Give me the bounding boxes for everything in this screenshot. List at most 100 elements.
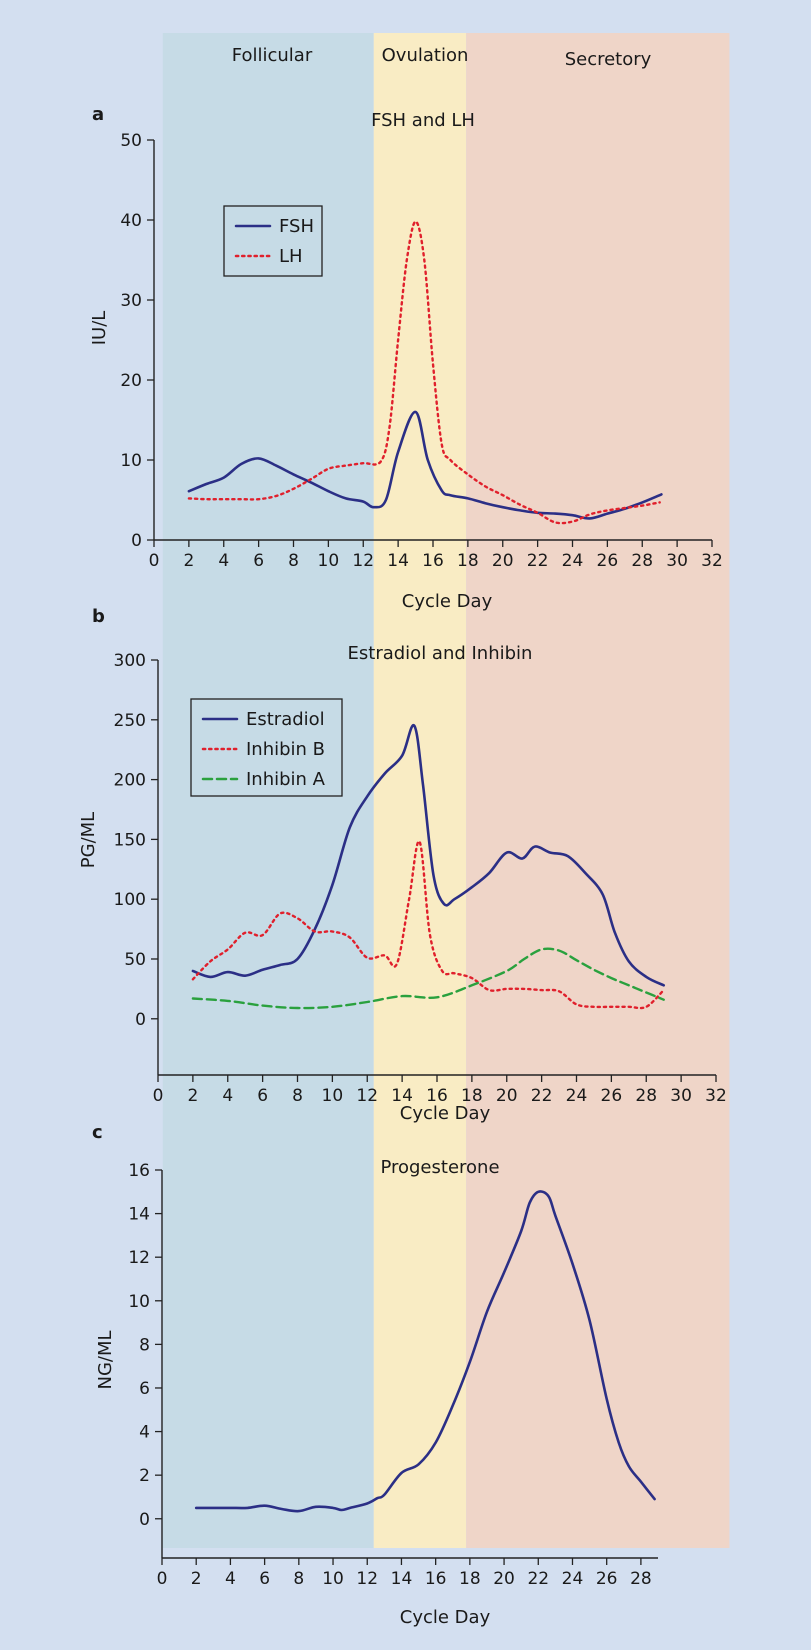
y-tick-label-a: 0: [131, 531, 142, 551]
x-tick-label-a: 20: [492, 551, 514, 571]
legend-box-a: [223, 205, 323, 277]
x-tick-label-c: 22: [527, 1569, 549, 1589]
y-tick-label-b: 300: [114, 651, 146, 671]
chart-title-c: Progesterone: [380, 1157, 499, 1178]
y-tick-label-a: 40: [120, 211, 142, 231]
y-tick-label-c: 6: [139, 1379, 150, 1399]
y-tick-label-b: 250: [114, 711, 146, 731]
legend-b: Estradiol Inhibin B Inhibin A: [190, 698, 343, 797]
legend-a: FSH LH: [223, 205, 323, 277]
x-tick-label-b: 12: [356, 1086, 378, 1106]
y-tick-label-b: 0: [135, 1010, 146, 1030]
x-tick-label-a: 12: [352, 551, 374, 571]
x-tick-label-c: 0: [157, 1569, 168, 1589]
x-axis-label-a: Cycle Day: [402, 591, 493, 612]
x-tick-label-b: 24: [566, 1086, 588, 1106]
x-tick-label-c: 28: [630, 1569, 652, 1589]
x-tick-label-c: 6: [259, 1569, 270, 1589]
legend-label-fsh: FSH: [279, 216, 314, 237]
x-tick-label-a: 32: [701, 551, 723, 571]
x-axis-label-b: Cycle Day: [400, 1103, 491, 1124]
x-tick-label-b: 14: [391, 1086, 413, 1106]
legend-label-estradiol: Estradiol: [246, 709, 325, 730]
x-tick-label-c: 20: [493, 1569, 515, 1589]
x-tick-label-b: 6: [257, 1086, 268, 1106]
y-tick-label-c: 8: [139, 1335, 150, 1355]
x-tick-label-c: 10: [322, 1569, 344, 1589]
phase-label-follicular: Follicular: [232, 45, 313, 66]
x-tick-label-a: 28: [631, 551, 653, 571]
x-tick-label-c: 12: [356, 1569, 378, 1589]
y-tick-label-b: 50: [124, 950, 146, 970]
panel-c: c Progesterone NG/ML Cycle Day 024681012…: [92, 1122, 658, 1628]
y-tick-label-b: 150: [114, 830, 146, 850]
x-tick-label-c: 24: [562, 1569, 584, 1589]
phase-band-ovulation: [373, 33, 467, 1548]
y-tick-label-c: 4: [139, 1423, 150, 1443]
x-tick-label-b: 18: [461, 1086, 483, 1106]
x-tick-label-a: 8: [288, 551, 299, 571]
x-tick-label-a: 0: [149, 551, 160, 571]
x-tick-label-c: 14: [391, 1569, 413, 1589]
x-tick-label-a: 30: [666, 551, 688, 571]
lines-c: [194, 1190, 656, 1513]
phase-band-follicular: [162, 33, 374, 1548]
series-line-inhibin-a-b: [191, 947, 665, 1010]
y-tick-label-a: 20: [120, 371, 142, 391]
phase-label-ovulation: Ovulation: [382, 45, 469, 66]
series-line-estradiol-b: [191, 724, 665, 987]
panel-letter-a: a: [92, 104, 104, 125]
y-tick-label-b: 100: [114, 890, 146, 910]
x-tick-label-a: 16: [422, 551, 444, 571]
legend-label-inhibin-a: Inhibin A: [246, 769, 326, 790]
y-tick-label-c: 2: [139, 1466, 150, 1486]
x-tick-label-a: 14: [387, 551, 409, 571]
x-tick-label-c: 8: [293, 1569, 304, 1589]
y-tick-label-c: 12: [128, 1248, 150, 1268]
chart-title-a: FSH and LH: [371, 110, 475, 131]
x-tick-label-b: 32: [705, 1086, 727, 1106]
y-axis-label-c: NG/ML: [95, 1330, 116, 1389]
y-tick-label-a: 30: [120, 291, 142, 311]
x-tick-label-c: 2: [191, 1569, 202, 1589]
x-tick-label-c: 26: [596, 1569, 618, 1589]
x-tick-label-b: 28: [635, 1086, 657, 1106]
x-tick-label-a: 2: [183, 551, 194, 571]
x-tick-label-b: 4: [222, 1086, 233, 1106]
y-tick-label-c: 14: [128, 1205, 150, 1225]
chart-title-b: Estradiol and Inhibin: [348, 643, 533, 664]
x-tick-label-a: 26: [597, 551, 619, 571]
x-tick-label-a: 10: [318, 551, 340, 571]
x-tick-label-a: 22: [527, 551, 549, 571]
x-tick-label-b: 0: [153, 1086, 164, 1106]
y-tick-label-a: 50: [120, 131, 142, 151]
x-tick-label-b: 22: [531, 1086, 553, 1106]
x-tick-label-b: 10: [322, 1086, 344, 1106]
legend-box-b: [190, 698, 343, 797]
y-tick-label-c: 0: [139, 1510, 150, 1530]
y-tick-label-c: 16: [128, 1161, 150, 1181]
x-tick-label-b: 20: [496, 1086, 518, 1106]
y-axis-label-b: PG/ML: [78, 812, 99, 868]
panel-a: a FSH and LH IU/L Cycle Day 0 10 20 30 40 50 0…: [89, 104, 723, 612]
y-axis-label-a: IU/L: [89, 311, 110, 346]
series-line-fsh-a: [187, 410, 663, 520]
x-tick-label-b: 2: [187, 1086, 198, 1106]
panel-letter-c: c: [92, 1122, 103, 1143]
y-tick-label-a: 10: [120, 451, 142, 471]
phase-bands: [162, 33, 730, 1548]
x-tick-label-c: 16: [425, 1569, 447, 1589]
x-tick-label-a: 24: [562, 551, 584, 571]
x-tick-label-b: 26: [601, 1086, 623, 1106]
y-tick-label-b: 200: [114, 771, 146, 791]
panel-b: b Estradiol and Inhibin PG/ML Cycle Day …: [78, 606, 727, 1124]
series-line-lh-a: [187, 220, 661, 525]
x-axis-label-c: Cycle Day: [400, 1607, 491, 1628]
x-tick-label-c: 4: [225, 1569, 236, 1589]
x-tick-label-a: 4: [218, 551, 229, 571]
phase-band-secretory: [466, 33, 730, 1548]
